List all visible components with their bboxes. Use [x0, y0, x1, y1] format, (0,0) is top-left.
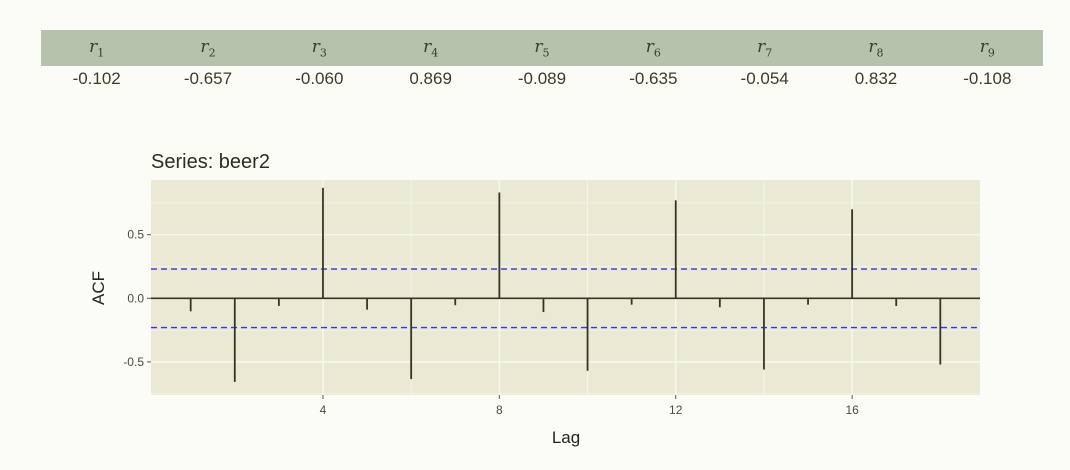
table-value-cell: 0.869 [409, 69, 452, 88]
acf-table: r1 r2 r3 r4 r5 r6 r7 r8 r9 -0.102 -0.657 -0.060 0.8… [41, 30, 1043, 92]
y-tick-label: 0.5 [127, 228, 144, 242]
table-header-cell: r2 [152, 30, 264, 66]
header-subscript: 5 [542, 46, 550, 60]
acf-bars [189, 187, 942, 382]
header-subscript: 8 [876, 46, 884, 60]
header-symbol: r [200, 36, 209, 57]
header-symbol: r [757, 36, 766, 57]
table-header-cell: r5 [486, 30, 598, 66]
header-subscript: 1 [97, 46, 105, 60]
table-value-cell: -0.102 [72, 69, 121, 88]
header-subscript: 3 [319, 46, 327, 60]
header-subscript: 4 [431, 46, 439, 60]
table-value-cell: -0.657 [183, 69, 233, 88]
x-axis-title: Lag [552, 428, 580, 447]
table-value-cell: -0.108 [963, 69, 1012, 88]
header-symbol: r [311, 36, 320, 57]
header-symbol: r [979, 36, 988, 57]
y-tick-label: 0.0 [127, 291, 144, 305]
y-tick-label: -0.5 [123, 355, 144, 369]
chart-title: Series: beer2 [151, 151, 270, 173]
y-axis-ticks: -0.5 0.0 0.5 [123, 228, 151, 369]
confidence-bounds [151, 268, 980, 329]
table-value-cell: -0.089 [517, 69, 567, 88]
table-header-cell: r4 [374, 30, 487, 66]
table-value-row: -0.102 -0.657 -0.060 0.869 -0.089 -0.635 -0.05… [41, 66, 1043, 92]
header-subscript: 9 [987, 46, 995, 60]
x-tick-label: 8 [496, 403, 503, 417]
table-header-row: r1 r2 r3 r4 r5 r6 r7 r8 r9 [41, 30, 1043, 66]
table-value-cell: -0.060 [295, 69, 344, 88]
x-axis-ticks: 4 8 12 16 [320, 395, 859, 417]
table-header-cell: r8 [820, 30, 932, 66]
y-axis-title: ACF [89, 271, 108, 305]
header-symbol: r [645, 36, 654, 57]
header-symbol: r [423, 36, 432, 57]
table-header-cell: r7 [708, 30, 821, 66]
header-subscript: 2 [208, 46, 216, 60]
table-header-cell: r9 [931, 30, 1043, 66]
table-value-cell: -0.635 [629, 69, 678, 88]
table-header-cell: r3 [263, 30, 375, 66]
header-subscript: 7 [765, 46, 773, 60]
x-tick-label: 16 [845, 403, 859, 417]
table-header-cell: r1 [41, 30, 153, 66]
header-symbol: r [868, 36, 877, 57]
header-subscript: 6 [653, 46, 661, 60]
x-tick-label: 4 [320, 403, 327, 417]
table-value-cell: 0.832 [854, 69, 898, 88]
header-symbol: r [534, 36, 543, 57]
table-header-cell: r6 [597, 30, 709, 66]
header-symbol: r [89, 36, 98, 57]
plot-panel [151, 180, 980, 395]
table-value-cell: -0.054 [740, 69, 789, 88]
x-tick-label: 12 [669, 403, 683, 417]
